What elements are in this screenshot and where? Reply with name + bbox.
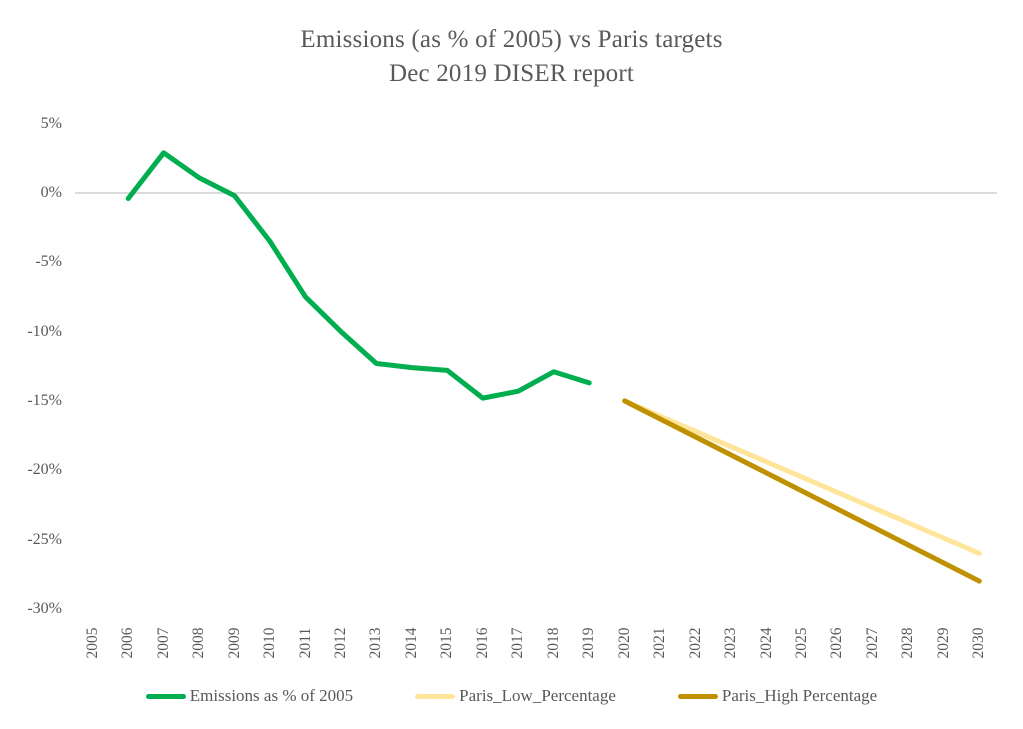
x-axis-tick-label: 2025 xyxy=(792,627,810,659)
legend-item-2: Paris_High Percentage xyxy=(677,686,878,706)
x-axis-tick-label: 2011 xyxy=(296,627,314,659)
x-axis-tick-label: 2028 xyxy=(899,627,917,659)
series-line-0 xyxy=(125,150,592,401)
y-axis-tick-label: 0% xyxy=(40,184,62,201)
series-line-1 xyxy=(622,398,982,556)
x-axis-tick-label: 2015 xyxy=(438,627,456,659)
legend-item-1: Paris_Low_Percentage xyxy=(415,686,616,706)
x-axis-tick-label: 2024 xyxy=(757,627,775,659)
y-axis-tick-label: 5% xyxy=(40,114,62,132)
y-axis-tick-label: -25% xyxy=(27,530,62,548)
y-axis-tick-label: -20% xyxy=(27,461,62,479)
legend-label: Paris_Low_Percentage xyxy=(459,686,616,705)
y-axis-tick-label: -30% xyxy=(27,599,62,617)
x-axis-tick-label: 2026 xyxy=(828,627,846,659)
x-axis-tick-label: 2023 xyxy=(722,627,740,659)
chart-title-block: Emissions (as % of 2005) vs Paris target… xyxy=(0,23,1023,91)
x-axis-tick-label: 2010 xyxy=(261,627,279,659)
x-axis-tick-label: 2012 xyxy=(331,627,349,659)
x-axis-tick-label: 2021 xyxy=(651,627,669,659)
x-axis-tick-label: 2030 xyxy=(970,627,988,659)
legend-item-0: Emissions as % of 2005 xyxy=(145,686,354,706)
x-axis-tick-label: 2006 xyxy=(119,627,137,659)
x-axis-tick-label: 2018 xyxy=(544,627,562,659)
x-axis-tick-label: 2014 xyxy=(402,627,420,659)
chart-title: Emissions (as % of 2005) vs Paris target… xyxy=(300,26,723,53)
x-axis-tick-label: 2009 xyxy=(225,627,243,659)
series-line-2 xyxy=(622,398,982,584)
legend-swatch-icon xyxy=(677,693,718,699)
x-axis-tick-label: 2013 xyxy=(367,627,385,659)
chart-subtitle: Dec 2019 DISER report xyxy=(388,60,635,87)
x-axis-tick-label: 2020 xyxy=(615,627,633,659)
x-axis-tick-label: 2017 xyxy=(509,627,527,659)
x-axis-tick-label: 2029 xyxy=(934,627,952,659)
x-axis-tick-label: 2008 xyxy=(190,627,208,659)
y-axis-tick-label: -10% xyxy=(27,322,62,340)
y-axis-tick-label: -15% xyxy=(27,391,62,409)
y-axis-tick-label: -5% xyxy=(35,253,62,271)
legend: Emissions as % of 2005 Paris_Low_Percenta… xyxy=(0,686,1023,706)
legend-swatch-icon xyxy=(415,693,456,699)
x-axis-tick-label: 2019 xyxy=(580,627,598,659)
x-axis-tick-label: 2027 xyxy=(863,627,881,659)
x-axis-tick-label: 2016 xyxy=(473,627,491,659)
legend-swatch-icon xyxy=(145,693,186,699)
legend-label: Emissions as % of 2005 xyxy=(189,686,354,705)
x-axis-tick-label: 2005 xyxy=(83,627,101,659)
x-axis-tick-label: 2022 xyxy=(686,627,704,659)
legend-label: Paris_High Percentage xyxy=(721,686,878,705)
x-axis-tick-label: 2007 xyxy=(154,627,172,659)
